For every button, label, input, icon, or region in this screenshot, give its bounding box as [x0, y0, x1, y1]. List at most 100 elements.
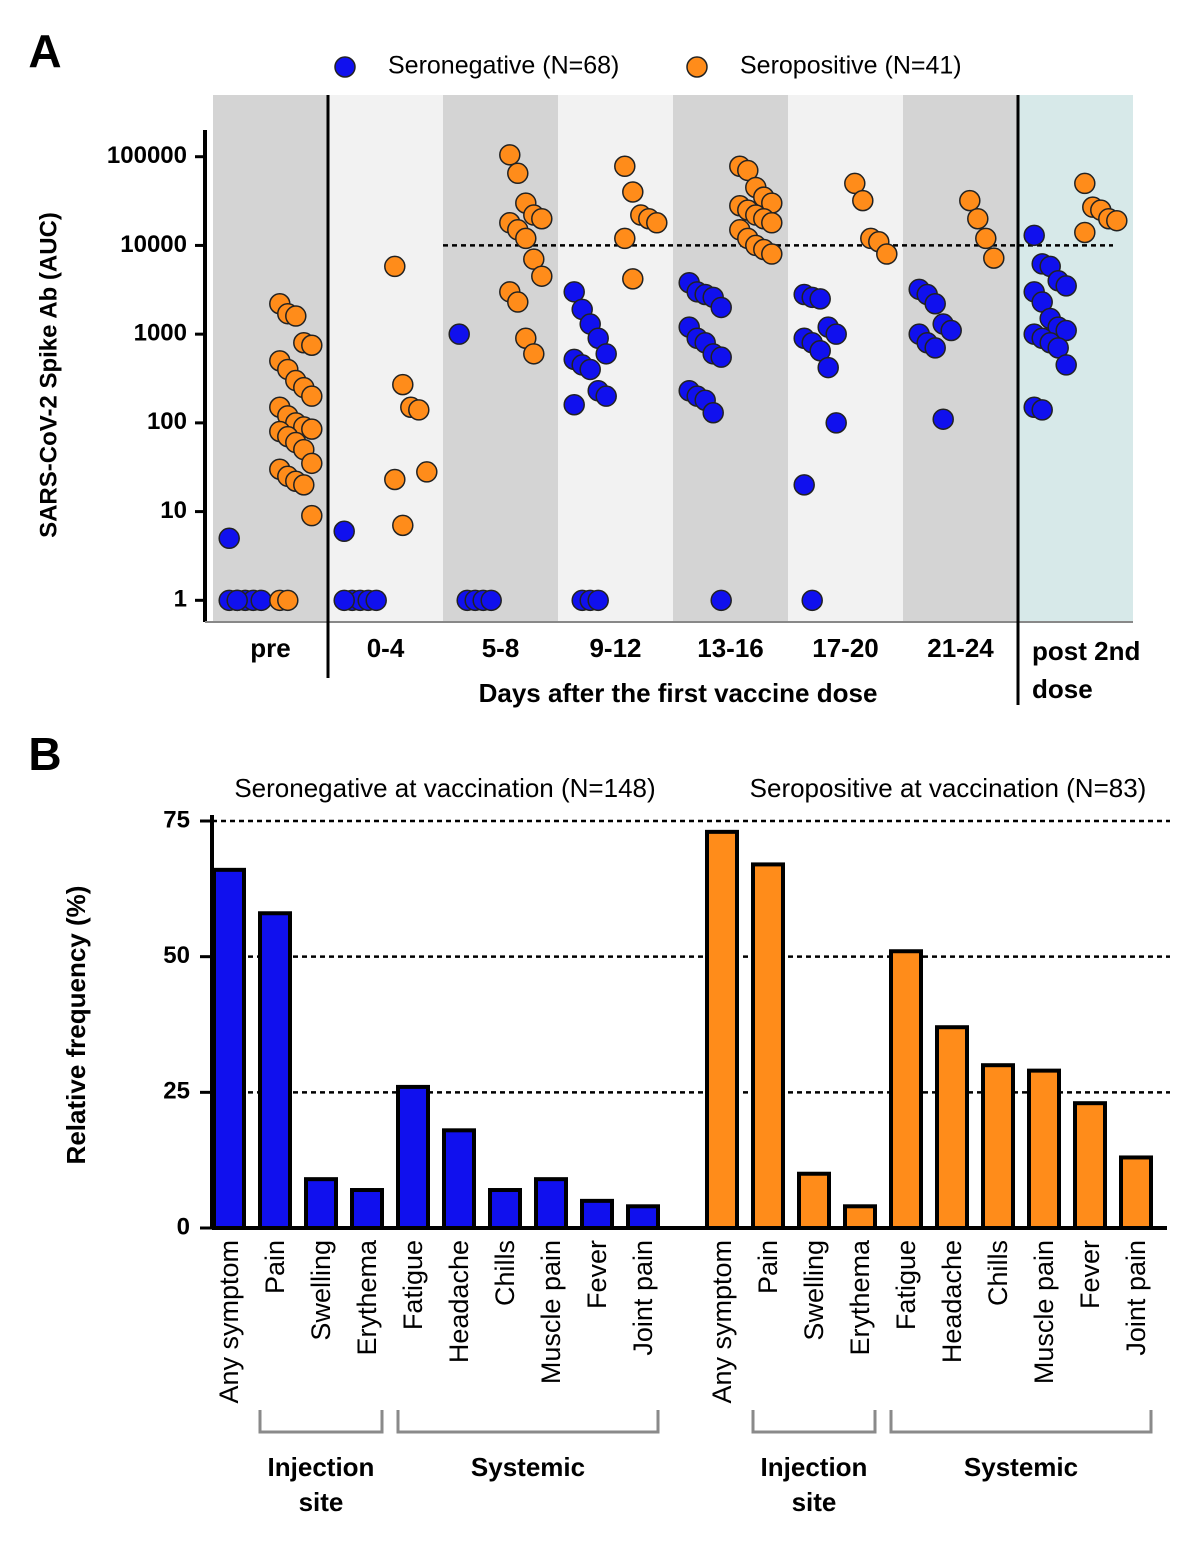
band-background: [903, 95, 1018, 622]
bar: [396, 1084, 430, 1230]
x-tick-label: Fatigue: [891, 1240, 921, 1330]
bar: [304, 1177, 338, 1231]
x-tick-label: Any symptom: [707, 1240, 737, 1404]
data-point: [710, 296, 732, 319]
x-tick-label: Any symptom: [214, 1240, 244, 1404]
data-point: [579, 358, 601, 381]
legend-label: Seronegative (N=68): [388, 52, 619, 80]
data-point: [702, 402, 724, 424]
group-bracket: [258, 1410, 384, 1434]
bar: [981, 1063, 1015, 1230]
x-tick-label: post 2nd dose: [1032, 636, 1141, 704]
data-point: [1074, 221, 1096, 244]
group-label: Systemic: [470, 1452, 586, 1482]
data-point: [365, 589, 387, 612]
group-label: Systemic: [963, 1452, 1079, 1482]
data-point: [646, 212, 668, 234]
group-label: Injection site: [760, 1452, 868, 1517]
data-point: [226, 589, 248, 612]
x-tick-label: Headache: [937, 1240, 967, 1363]
data-point: [1074, 172, 1096, 195]
group-bracket: [751, 1410, 877, 1434]
data-point: [614, 227, 636, 250]
y-tick-label: 10000: [120, 231, 187, 258]
data-point: [710, 589, 732, 612]
data-point: [1031, 399, 1053, 421]
data-point: [587, 589, 609, 612]
data-point: [761, 212, 783, 234]
data-point: [416, 461, 438, 483]
bar: [889, 949, 923, 1230]
data-point: [515, 227, 537, 250]
y-tick-label: 10: [160, 497, 187, 524]
data-point: [940, 319, 962, 342]
y-tick-label: 50: [163, 942, 190, 969]
x-axis-label: Days after the first vaccine dose: [479, 678, 878, 708]
bar: [534, 1177, 568, 1231]
x-tick-label: 13-16: [697, 633, 764, 663]
data-point: [523, 343, 545, 365]
x-tick-label: Erythema: [845, 1239, 875, 1356]
data-point: [218, 527, 240, 550]
data-point: [392, 514, 414, 537]
x-tick-label: Headache: [444, 1240, 474, 1363]
data-point: [932, 408, 954, 430]
data-point: [809, 288, 831, 310]
panel-label: A: [28, 25, 61, 77]
y-tick-label: 25: [163, 1078, 190, 1105]
x-tick-label: Fever: [1075, 1240, 1105, 1309]
series-title: Seronegative at vaccination (N=148): [234, 773, 655, 803]
x-tick-label: Fever: [582, 1240, 612, 1309]
data-point: [301, 418, 323, 440]
x-tick-label: Erythema: [352, 1239, 382, 1356]
bar: [843, 1204, 877, 1231]
data-point: [924, 337, 946, 359]
x-tick-label: Swelling: [306, 1240, 336, 1341]
data-point: [852, 189, 874, 212]
y-tick-label: 1000: [134, 319, 187, 346]
bar: [1027, 1068, 1061, 1231]
legend-marker: [686, 56, 708, 78]
x-tick-label: 0-4: [367, 633, 405, 663]
data-point: [817, 356, 839, 379]
data-point: [384, 468, 406, 491]
legend-marker: [334, 56, 356, 78]
data-point: [924, 293, 946, 315]
data-point: [959, 189, 981, 212]
data-point: [285, 305, 307, 327]
x-tick-label: Muscle pain: [1029, 1240, 1059, 1384]
data-point: [507, 291, 529, 313]
data-point: [1055, 319, 1077, 342]
data-point: [975, 227, 997, 250]
bar: [1073, 1101, 1107, 1230]
bar: [488, 1188, 522, 1230]
bar: [797, 1171, 831, 1230]
data-point: [277, 589, 299, 612]
data-point: [333, 589, 355, 612]
data-point: [710, 346, 732, 368]
y-tick-label: 100: [147, 408, 187, 435]
x-tick-label: Joint pain: [1121, 1240, 1151, 1356]
bar: [626, 1204, 660, 1231]
band-background: [328, 95, 443, 622]
x-tick-label: Fatigue: [398, 1240, 428, 1330]
x-tick-label: Muscle pain: [536, 1240, 566, 1384]
data-point: [801, 589, 823, 612]
data-point: [622, 181, 644, 203]
data-point: [301, 452, 323, 475]
data-point: [614, 155, 636, 178]
data-point: [563, 281, 585, 303]
data-point: [499, 144, 521, 166]
group-bracket: [396, 1410, 660, 1434]
data-point: [384, 255, 406, 278]
y-axis-label: Relative frequency (%): [61, 886, 91, 1165]
bar: [580, 1198, 614, 1231]
bar: [442, 1128, 476, 1230]
data-point: [301, 385, 323, 407]
data-point: [301, 334, 323, 356]
band-background: [1018, 95, 1133, 622]
data-point: [876, 243, 898, 265]
x-tick-label: 9-12: [589, 633, 641, 663]
